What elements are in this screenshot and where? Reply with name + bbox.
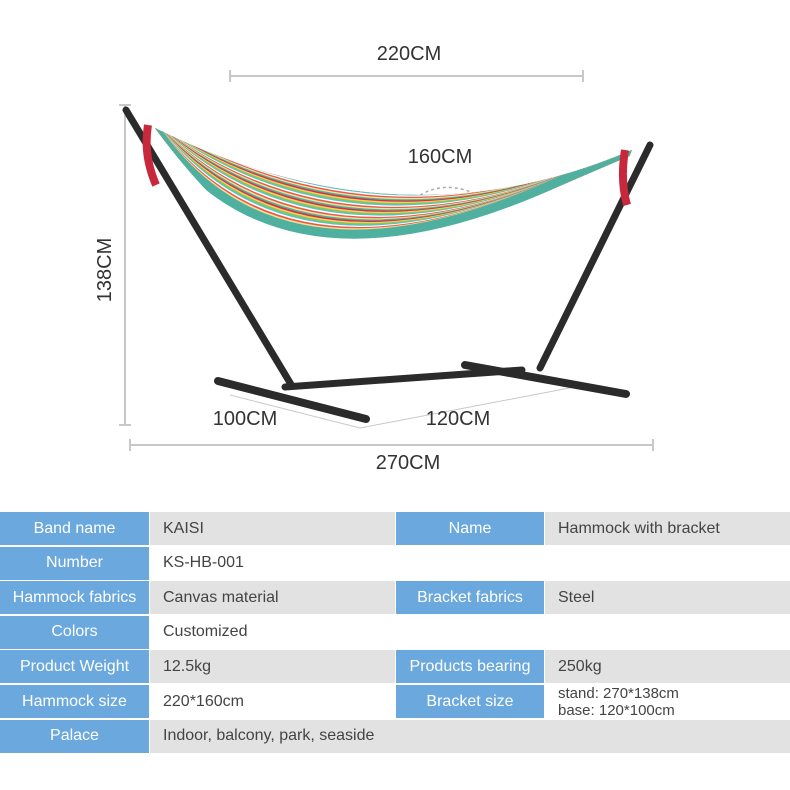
label-cell: Bracket fabrics bbox=[396, 581, 544, 615]
label-cell: Number bbox=[0, 546, 149, 580]
value-cell: Hammock with bracket bbox=[545, 512, 790, 545]
dimension-lines bbox=[119, 70, 654, 451]
hammock bbox=[155, 128, 632, 239]
value-cell: 220*160cm bbox=[163, 692, 244, 710]
stripe bbox=[155, 128, 632, 239]
stand bbox=[122, 106, 654, 423]
label-cell: Band name bbox=[0, 512, 149, 545]
ropes bbox=[142, 124, 631, 207]
label-cell: Palace bbox=[0, 719, 149, 753]
value-cell: 12.5kg bbox=[150, 650, 395, 684]
dim-length: 270CM bbox=[376, 452, 440, 474]
value-cell: 250kg bbox=[545, 650, 790, 684]
value-cell: Indoor, balcony, park, seaside bbox=[150, 719, 790, 753]
value-cell: KS-HB-001 bbox=[163, 554, 244, 572]
dim-depth: 100CM bbox=[213, 408, 277, 430]
label-cell: Products bearing bbox=[396, 650, 544, 684]
cell-line: base: 120*100cm bbox=[558, 701, 675, 719]
dim-width: 220CM bbox=[377, 43, 441, 65]
value-cell: stand: 270*138cm base: 120*100cm bbox=[545, 684, 790, 719]
value-cell: Steel bbox=[545, 581, 790, 615]
label-cell: Hammock fabrics bbox=[0, 581, 149, 615]
label-cell: Colors bbox=[0, 615, 149, 649]
dim-hammock-width: 160CM bbox=[408, 146, 472, 168]
value-cell: KAISI bbox=[150, 512, 395, 545]
value-cell: Canvas material bbox=[150, 581, 395, 615]
dim-base: 120CM bbox=[426, 408, 490, 430]
cell-line: stand: 270*138cm bbox=[558, 684, 679, 702]
value-cell: Customized bbox=[163, 623, 248, 641]
illustration: 220CM 160CM 138CM 100CM 120CM 270CM bbox=[94, 43, 654, 474]
label-cell: Bracket size bbox=[396, 685, 544, 718]
label-cell: Name bbox=[396, 512, 544, 545]
label-cell: Hammock size bbox=[0, 685, 149, 718]
label-cell: Product Weight bbox=[0, 650, 149, 684]
dim-height: 138CM bbox=[94, 238, 116, 302]
